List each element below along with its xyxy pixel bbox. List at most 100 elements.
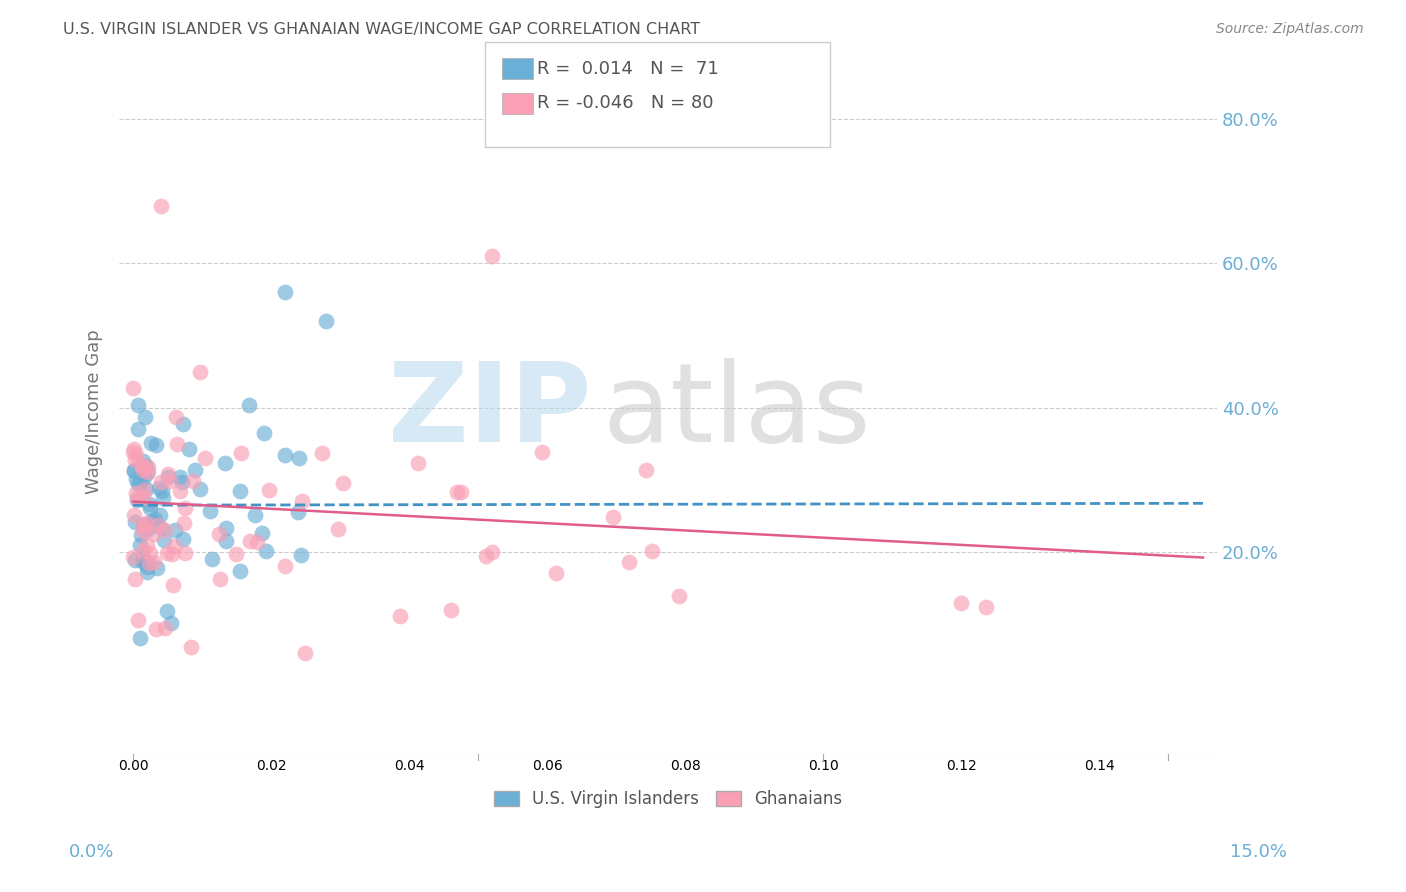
Point [136,560,159,574]
Point [481,545,503,559]
Point [229,564,252,578]
Point [159,615,181,630]
Point [165,410,187,425]
Point [668,589,690,603]
Point [254,544,277,558]
Point [135,556,157,570]
Point [259,483,281,497]
Point [481,249,503,263]
Point [530,445,553,459]
Point [135,520,157,534]
Point [145,561,167,575]
Point [122,442,145,456]
Point [155,621,177,635]
Point [124,553,146,567]
Point [129,528,152,542]
Point [162,547,184,561]
Point [238,398,260,412]
Point [128,475,150,490]
Point [127,476,149,491]
Point [184,463,207,477]
Point [152,491,174,506]
Point [288,450,311,465]
Point [148,481,170,495]
Point [122,445,145,459]
Point [132,490,155,504]
Point [138,465,160,479]
Point [215,521,238,535]
Point [229,446,252,460]
Point [641,544,664,558]
Point [124,486,146,500]
Point [177,442,200,456]
Point [159,474,181,488]
Point [450,485,472,500]
Point [132,460,155,475]
Point [243,508,266,522]
Point [135,482,157,496]
Point [138,522,160,536]
Point [143,512,166,526]
Point [156,546,179,560]
Point [132,517,155,532]
Point [125,491,148,505]
Point [142,527,165,541]
Point [131,550,153,565]
Point [208,572,231,586]
Point [122,464,145,478]
Text: 15.0%: 15.0% [1230,843,1286,861]
Point [136,520,159,534]
Point [134,410,156,425]
Point [172,532,194,546]
Point [131,518,153,533]
Point [125,472,148,486]
Point [135,516,157,530]
Point [332,476,354,491]
Point [150,484,173,499]
Text: ZIP: ZIP [388,358,591,465]
Point [446,485,468,500]
Text: atlas: atlas [602,358,870,465]
Point [131,458,153,473]
Point [173,547,195,561]
Y-axis label: Wage/Income Gap: Wage/Income Gap [86,329,103,494]
Point [157,467,180,481]
Point [128,422,150,436]
Point [174,501,197,516]
Point [150,521,173,535]
Point [122,550,145,565]
Point [328,523,350,537]
Point [149,475,172,490]
Point [200,503,222,517]
Point [173,516,195,531]
Point [976,599,998,614]
Point [617,555,640,569]
Point [135,538,157,552]
Point [291,494,314,508]
Point [311,445,333,459]
Point [229,483,252,498]
Point [153,533,176,548]
Point [139,436,162,450]
Point [439,603,461,617]
Point [238,533,260,548]
Point [274,285,297,300]
Point [602,509,624,524]
Point [145,438,167,452]
Point [273,558,295,573]
Point [132,454,155,468]
Point [124,572,146,586]
Point [124,463,146,477]
Point [315,314,337,328]
Point [156,604,179,618]
Point [149,508,172,522]
Point [169,483,191,498]
Text: Source: ZipAtlas.com: Source: ZipAtlas.com [1216,22,1364,37]
Point [172,417,194,432]
Point [225,547,247,561]
Point [132,470,155,484]
Point [124,508,146,522]
Point [253,425,276,440]
Point [128,538,150,552]
Point [273,448,295,462]
